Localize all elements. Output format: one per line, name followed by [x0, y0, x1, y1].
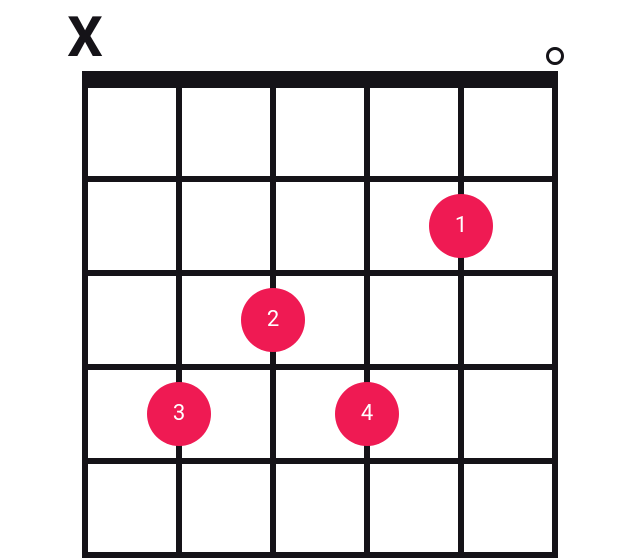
string-line [552, 85, 558, 555]
finger-label: 1 [455, 215, 467, 237]
finger-dot: 4 [335, 382, 399, 446]
open-string-marker [546, 47, 564, 65]
fret-line [82, 552, 558, 558]
string-line [364, 85, 370, 555]
finger-label: 3 [173, 403, 185, 425]
fret-line [82, 364, 558, 370]
mute-marker: X [67, 9, 103, 65]
fretboard-grid [85, 85, 555, 555]
chord-diagram: X 1 2 3 4 [0, 0, 640, 560]
finger-label: 2 [267, 309, 279, 331]
fret-line [82, 82, 558, 88]
finger-label: 4 [361, 403, 373, 425]
finger-dot: 1 [429, 194, 493, 258]
finger-dot: 3 [147, 382, 211, 446]
fret-line [82, 270, 558, 276]
finger-dot: 2 [241, 288, 305, 352]
string-line [82, 85, 88, 555]
fret-line [82, 176, 558, 182]
string-line [176, 85, 182, 555]
fret-line [82, 458, 558, 464]
string-line [458, 85, 464, 555]
